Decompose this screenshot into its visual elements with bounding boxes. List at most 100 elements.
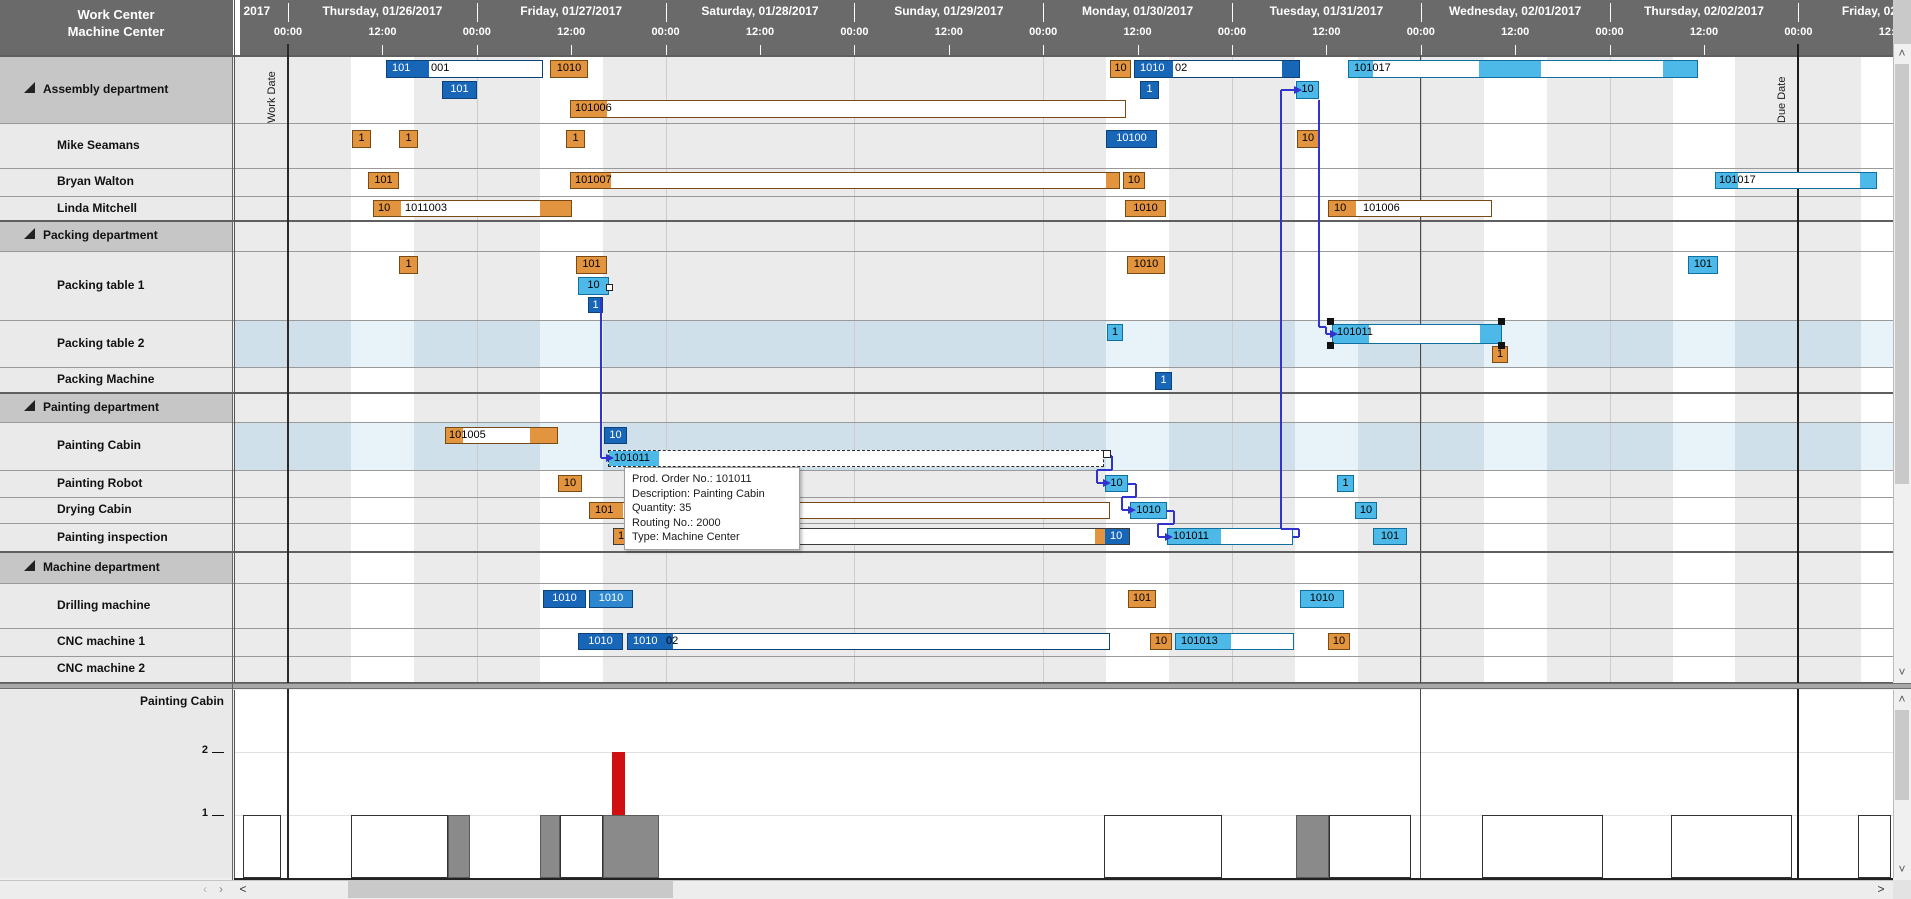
gantt-bar-101006[interactable]: 10 101006 xyxy=(1328,200,1492,217)
resize-handle-white[interactable] xyxy=(1103,450,1111,458)
gantt-bar-1[interactable]: 1 xyxy=(1140,81,1159,99)
gantt-bar-1010[interactable]: 1010 xyxy=(1127,256,1165,274)
gantt-bar-1010[interactable]: 1010 xyxy=(1130,502,1167,519)
histogram-bar-white xyxy=(1671,815,1792,878)
v-scroll-up-arrow[interactable]: ˄ xyxy=(1898,46,1906,60)
link-line xyxy=(1121,497,1123,510)
link-arrowhead-icon xyxy=(1294,86,1302,94)
selection-handle-black[interactable] xyxy=(1498,342,1505,349)
gantt-bar-10[interactable]: 10 xyxy=(604,427,627,444)
histogram-bar-white xyxy=(1104,815,1222,878)
gantt-bar-101002[interactable]: 1010 02 xyxy=(627,633,1110,650)
gantt-bar-101[interactable]: 101 xyxy=(442,81,477,99)
bar-segment xyxy=(628,634,673,649)
bar-segment xyxy=(1282,61,1299,77)
gantt-bar-10[interactable]: 10 xyxy=(1328,633,1350,650)
selection-handle-black[interactable] xyxy=(1498,318,1505,325)
collapse-triangle-icon[interactable] xyxy=(24,399,35,411)
panel-splitter[interactable] xyxy=(0,683,1911,689)
gantt-bar-1[interactable]: 1 xyxy=(352,130,371,148)
row-cell-painting-department[interactable] xyxy=(0,393,232,422)
gantt-bar-101[interactable]: 101 xyxy=(1373,528,1407,545)
v-scroll-down-arrow-histogram[interactable]: ˅ xyxy=(1898,862,1906,876)
left-panel-scroll-left-arrow[interactable]: ‹ xyxy=(203,882,207,896)
gantt-bar-101[interactable]: 101 xyxy=(1688,256,1718,274)
gantt-bar-1010[interactable]: 1010 xyxy=(578,633,623,650)
bar-segment xyxy=(1663,61,1697,77)
bar-label: 10 xyxy=(378,202,391,214)
gantt-bar-101017[interactable]: 101017 xyxy=(1348,60,1698,78)
gantt-bar-10[interactable]: 10 xyxy=(578,277,609,295)
bar-segment xyxy=(1105,529,1129,544)
selection-handle-black[interactable] xyxy=(1327,342,1334,349)
row-cell-assembly-department[interactable] xyxy=(0,56,232,123)
gantt-bar-1[interactable]: 1 xyxy=(399,256,418,274)
gantt-bar-1010[interactable]: 1010 xyxy=(589,590,633,608)
gantt-bar-1[interactable]: 1 xyxy=(1107,324,1123,341)
v-scroll-thumb-histogram[interactable] xyxy=(1895,710,1909,800)
row-cell-packing-department[interactable] xyxy=(0,221,232,251)
bar-segment xyxy=(1860,173,1876,188)
link-line xyxy=(1319,326,1326,328)
gantt-bar-1010[interactable]: 1010 xyxy=(1300,590,1344,608)
gantt-bar-1[interactable]: 1 xyxy=(1155,372,1172,390)
gantt-bar-1[interactable]: 1 xyxy=(1337,475,1354,492)
row-label-packing-department[interactable]: Packing department xyxy=(24,228,158,242)
gantt-bar-1010[interactable]: 1010 xyxy=(550,60,588,78)
gantt-bar-1[interactable]: 1 xyxy=(399,130,418,148)
gantt-bar-101006[interactable]: 101006 xyxy=(570,100,1126,118)
gantt-bar-101011[interactable]: 101011 xyxy=(608,450,1104,467)
timescale-day-separator xyxy=(854,3,856,22)
histogram-baseline xyxy=(234,878,1893,880)
timescale-tick xyxy=(1043,45,1045,55)
link-line xyxy=(1281,528,1299,530)
v-scroll-up-arrow-histogram[interactable]: ˄ xyxy=(1898,692,1906,706)
bar-segment xyxy=(540,201,571,216)
gantt-bar-10[interactable]: 10 xyxy=(1297,130,1319,148)
collapse-triangle-icon[interactable] xyxy=(24,228,35,239)
gantt-bar-1011003[interactable]: 10 1011003 xyxy=(373,200,572,217)
h-scroll-thumb[interactable] xyxy=(348,881,673,898)
left-panel-scroll-right-arrow[interactable]: › xyxy=(219,882,223,896)
row-label-painting-department[interactable]: Painting department xyxy=(24,399,159,414)
selection-handle-black[interactable] xyxy=(1327,318,1334,325)
gantt-bar-1[interactable]: 1 xyxy=(588,297,603,313)
h-scrollbar-track[interactable] xyxy=(0,880,1911,899)
gantt-bar-101013[interactable]: 101013 xyxy=(1175,633,1294,650)
gantt-bar-1010[interactable]: 1010 xyxy=(543,590,586,608)
histogram-ytick-mark xyxy=(212,815,224,816)
gantt-bar-101[interactable]: 101 xyxy=(368,172,399,189)
gantt-bar-1010[interactable]: 1010 xyxy=(1125,200,1166,217)
link-line xyxy=(1128,483,1136,485)
gantt-bar-101011[interactable]: 101011 xyxy=(1332,324,1502,344)
gantt-bar-101005[interactable]: 101005 xyxy=(445,427,558,444)
gantt-bar-10[interactable]: 10 xyxy=(1150,633,1172,650)
chart-scroll-left-arrow[interactable]: < xyxy=(239,882,247,896)
gantt-bar-10[interactable]: 10 xyxy=(558,475,582,492)
row-cell-machine-department[interactable] xyxy=(0,552,232,583)
gantt-bar-10100[interactable]: 10100 xyxy=(1106,130,1157,148)
gantt-bar-101007[interactable]: 101007 xyxy=(570,172,1120,189)
gantt-bar-1[interactable]: 1 xyxy=(566,130,585,148)
row-label-assembly-department[interactable]: Assembly department xyxy=(24,81,168,96)
resize-handle-white[interactable] xyxy=(606,284,613,291)
gantt-bar-101[interactable]: 101 xyxy=(1128,590,1156,608)
gantt-bar-101002[interactable]: 1010 02 xyxy=(1134,60,1300,78)
gantt-bar-10[interactable]: 10 xyxy=(1123,172,1145,189)
chart-scroll-right-arrow[interactable]: > xyxy=(1877,882,1885,896)
collapse-triangle-icon[interactable] xyxy=(24,559,35,571)
timescale-tick xyxy=(1420,45,1422,55)
v-scroll-down-arrow[interactable]: ˅ xyxy=(1898,665,1906,679)
collapse-triangle-icon[interactable] xyxy=(24,81,35,93)
row-label-machine-department[interactable]: Machine department xyxy=(24,559,160,574)
gantt-bar-10[interactable]: 10 xyxy=(1110,60,1131,78)
gantt-bar-10[interactable]: 10 xyxy=(1355,502,1377,519)
gantt-bar-101[interactable]: 101 xyxy=(576,256,607,274)
working-hours-band xyxy=(1106,55,1170,682)
gantt-bar-101001[interactable]: 101 001 xyxy=(386,60,543,78)
row-cell-cnc-machine-1 xyxy=(0,628,232,656)
v-scroll-thumb-gantt[interactable] xyxy=(1895,64,1909,484)
gantt-bar-101017[interactable]: 101017 xyxy=(1715,172,1877,189)
link-line xyxy=(1298,529,1300,537)
gantt-bar-101011[interactable]: 101011 xyxy=(1167,528,1293,545)
